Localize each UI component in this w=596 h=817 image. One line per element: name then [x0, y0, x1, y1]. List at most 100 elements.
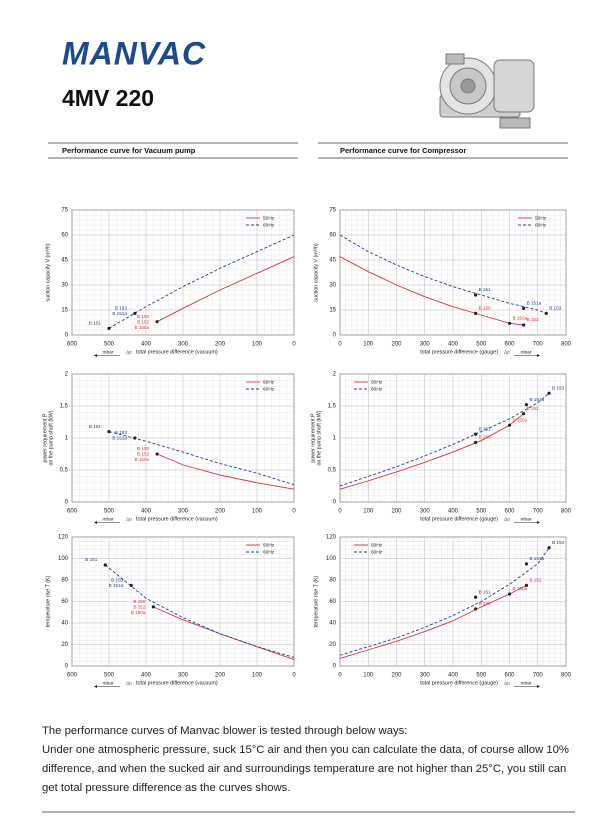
y-tick-label: 80 [61, 578, 68, 584]
axis-arrowhead [94, 521, 97, 524]
footer-text: The performance curves of Manvac blower … [42, 722, 582, 798]
x-tick-label: 300 [420, 509, 431, 515]
y-tick-label: 1 [333, 436, 337, 442]
point-label: B 151 [85, 557, 97, 562]
x-tick-label: 600 [504, 342, 515, 348]
section-title: Performance curve for Compressor [340, 146, 466, 155]
x-tick-label: 600 [67, 509, 78, 515]
data-point [507, 321, 512, 325]
unit-label: mbar [103, 680, 114, 686]
y-tick-label: 15 [329, 308, 336, 314]
x-tick-label: 800 [561, 342, 572, 348]
point-label: B 153 [111, 578, 123, 583]
y-axis-label: power requirement P [42, 413, 48, 463]
x-tick-label: 0 [338, 673, 342, 679]
point-label: B 151a [527, 301, 542, 306]
y-tick-label: 0,5 [60, 468, 69, 474]
y-tick-label: 0 [65, 664, 69, 670]
y-tick-label: 15 [61, 308, 68, 314]
y-tick-label: 60 [329, 233, 336, 239]
point-label: B 152 [137, 319, 149, 324]
point-label: B 150 [137, 446, 149, 451]
point-label: B 151 [479, 589, 491, 594]
series-line [339, 413, 524, 490]
unit-label: mbar [521, 349, 532, 355]
y-tick-label: 30 [61, 283, 68, 289]
legend-label: 60Hz [371, 386, 383, 392]
y-axis-label: on the pump shaft (kW) [316, 410, 322, 465]
y-tick-label: 0 [333, 500, 337, 506]
series-line [108, 234, 295, 329]
y-axis-label: temperature rise T (K) [45, 575, 51, 627]
point-label: B 152 [137, 452, 149, 457]
x-axis-label: total pressure difference (vacuum) [136, 680, 218, 686]
data-point [474, 595, 478, 599]
point-label: B 151a [112, 311, 127, 316]
y-tick-label: 120 [326, 535, 337, 541]
y-tick-label: 60 [61, 599, 68, 605]
point-label: B 150a [135, 325, 150, 330]
footer-body: Under one atmospheric pressure, suck 15°… [42, 744, 569, 794]
y-tick-label: 40 [61, 621, 68, 627]
x-tick-label: 600 [67, 342, 78, 348]
x-tick-label: 300 [178, 673, 189, 679]
delta-label: Δp [504, 349, 510, 355]
series-line [339, 584, 527, 659]
y-tick-label: 20 [61, 642, 68, 648]
x-tick-label: 600 [504, 509, 515, 515]
point-label: B 151a [112, 436, 127, 441]
legend-label: 50Hz [263, 379, 275, 385]
unit-label: mbar [521, 516, 532, 522]
x-tick-label: 100 [252, 509, 263, 515]
y-axis-label: on the pump shaft (kW) [48, 410, 54, 465]
y-tick-label: 60 [61, 233, 68, 239]
point-label: B 151a [529, 556, 544, 561]
y-tick-label: 20 [329, 642, 336, 648]
point-label: B 150a [135, 457, 150, 462]
delta-label: Δp [126, 680, 132, 686]
chart: 0 100 200 300 400 500 600 700 800 0 20 40 60 80 100 120… [313, 535, 572, 688]
delta-label: Δp [504, 516, 510, 522]
point-label: B 150 [479, 601, 491, 606]
x-tick-label: 400 [141, 342, 152, 348]
data-point [507, 423, 512, 427]
point-label: B 152 [529, 578, 541, 583]
point-label: B 152 [527, 317, 539, 322]
data-point [474, 607, 478, 611]
y-axis-label: suction capacity V (m³/h) [313, 243, 319, 302]
x-tick-label: 0 [292, 342, 296, 348]
y-tick-label: 80 [329, 578, 336, 584]
unit-label: mbar [521, 680, 532, 686]
point-label: B 151 [89, 424, 101, 429]
blower-image [439, 53, 535, 129]
point-label: B 151 [479, 287, 491, 292]
y-axis-label: temperature rise T (K) [313, 575, 319, 627]
x-tick-label: 200 [391, 673, 402, 679]
axis-arrowhead [94, 354, 97, 357]
series-line [156, 453, 295, 490]
point-label: B 150 [133, 599, 145, 604]
x-tick-label: 400 [448, 509, 459, 515]
y-tick-label: 0 [65, 333, 69, 339]
data-point [151, 605, 155, 609]
legend-label: 50Hz [263, 215, 275, 221]
y-tick-label: 60 [329, 599, 336, 605]
x-tick-label: 500 [104, 673, 115, 679]
series-line [153, 606, 295, 660]
x-tick-label: 500 [476, 509, 487, 515]
data-point [155, 452, 159, 456]
legend-label: 60Hz [263, 222, 275, 228]
y-tick-label: 2 [65, 372, 69, 378]
x-axis-label: total pressure difference (gauge) [420, 349, 498, 355]
y-tick-label: 0 [65, 500, 69, 506]
point-label: B 152 [527, 406, 539, 411]
point-label: B 150a [513, 586, 528, 591]
y-tick-label: 0,5 [328, 468, 337, 474]
point-label: B 150a [131, 610, 146, 615]
data-point [103, 563, 107, 567]
data-point [474, 293, 478, 297]
x-tick-label: 300 [420, 673, 431, 679]
data-point [155, 320, 159, 324]
x-tick-label: 200 [391, 342, 402, 348]
